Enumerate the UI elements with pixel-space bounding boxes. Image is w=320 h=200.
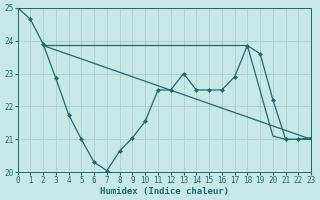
X-axis label: Humidex (Indice chaleur): Humidex (Indice chaleur) [100,187,229,196]
